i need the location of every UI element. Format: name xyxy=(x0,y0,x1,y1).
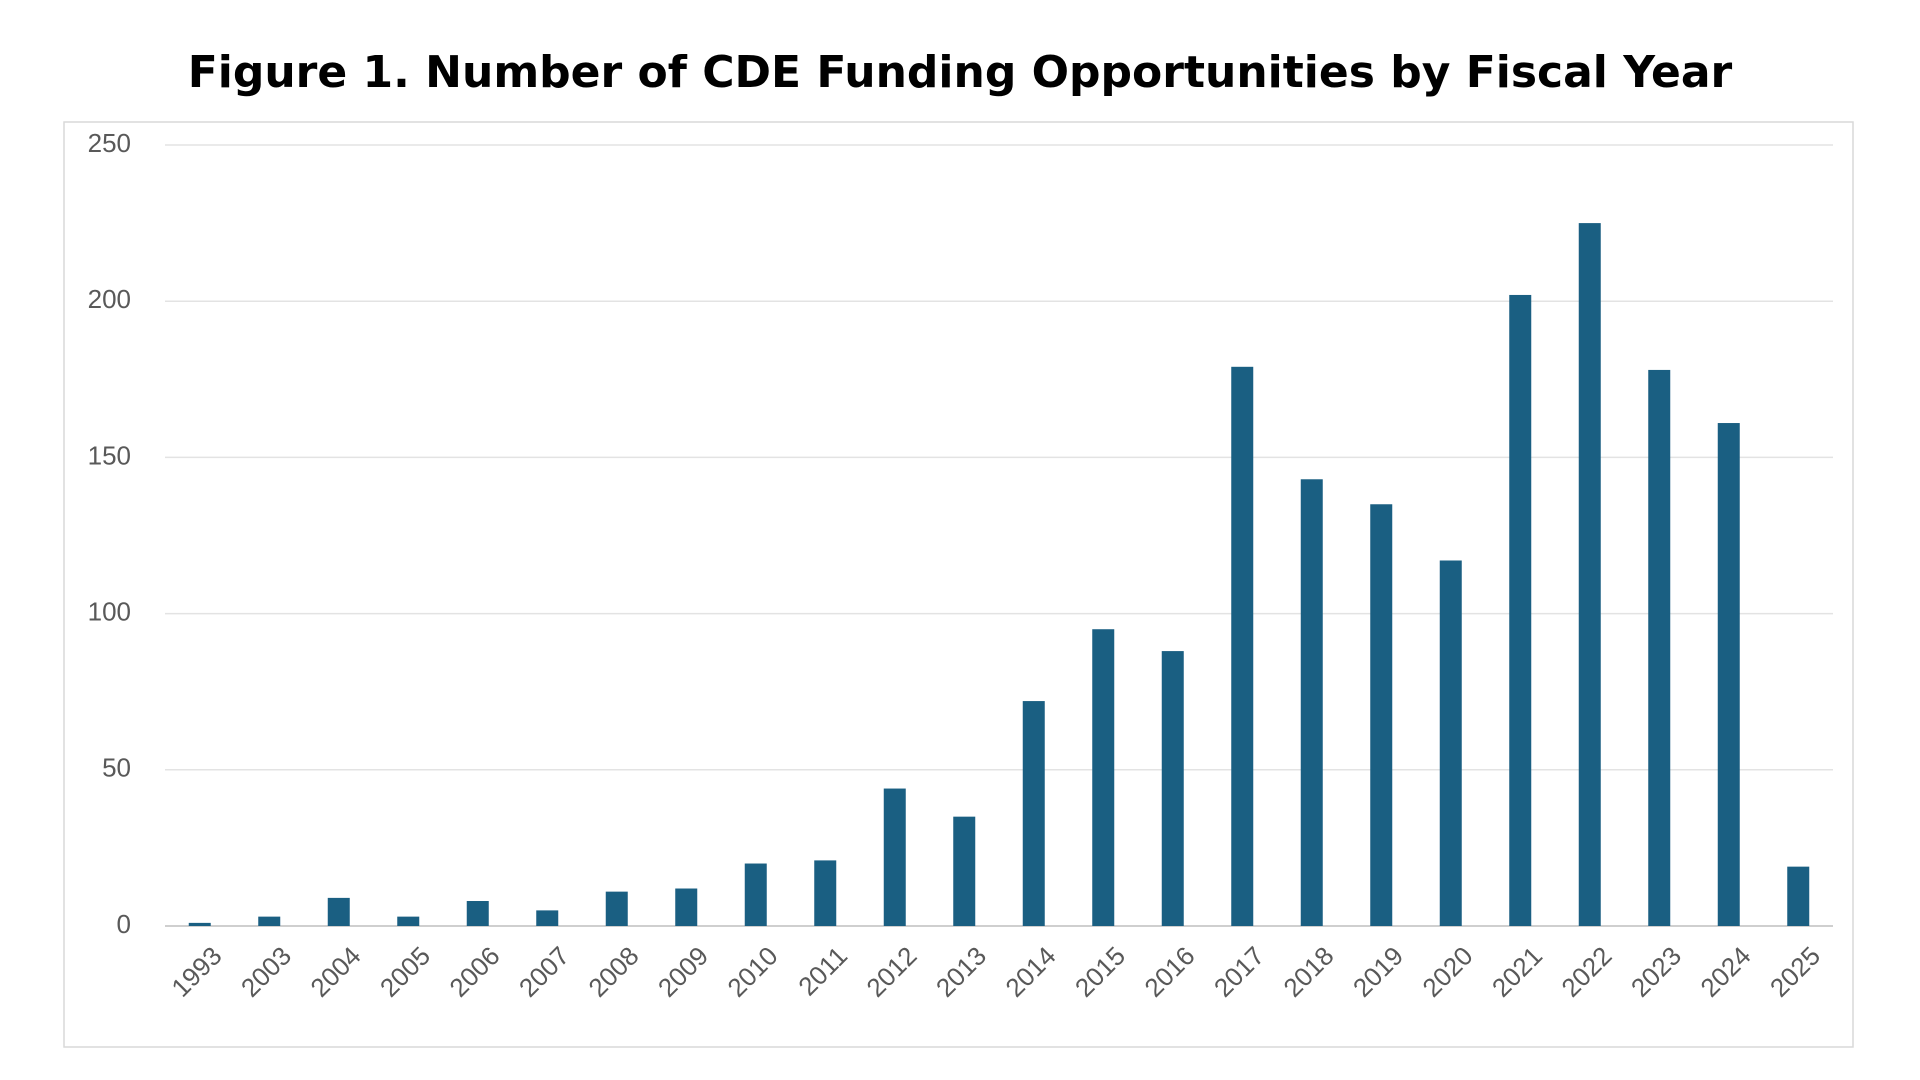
x-tick-label: 2006 xyxy=(443,941,505,1003)
x-tick-label: 2020 xyxy=(1416,941,1478,1003)
bar xyxy=(1370,504,1393,926)
x-tick-label: 2010 xyxy=(721,941,783,1003)
bar xyxy=(953,816,976,926)
bar xyxy=(1161,651,1184,926)
bar xyxy=(188,922,211,926)
chart-title: Figure 1. Number of CDE Funding Opportun… xyxy=(188,47,1733,98)
bar xyxy=(1787,866,1810,926)
bar xyxy=(258,916,281,926)
bar xyxy=(1578,223,1601,927)
x-tick-label: 2014 xyxy=(999,941,1061,1003)
bar xyxy=(327,897,350,926)
bar xyxy=(397,916,420,926)
bar xyxy=(1648,369,1671,927)
bar xyxy=(883,788,906,926)
y-tick-label: 100 xyxy=(88,596,131,626)
bar xyxy=(1231,366,1254,927)
x-tick-label: 2022 xyxy=(1555,941,1617,1003)
x-tick-label: 2011 xyxy=(792,941,853,1002)
bar xyxy=(1092,629,1115,926)
x-tick-label: 2025 xyxy=(1764,941,1826,1003)
x-tick-label: 2017 xyxy=(1208,941,1270,1003)
x-tick-label: 2007 xyxy=(513,941,575,1003)
bar xyxy=(1509,294,1532,926)
x-tick-label: 2008 xyxy=(582,941,644,1003)
bar xyxy=(1022,701,1045,926)
x-tick-label: 2004 xyxy=(304,941,366,1003)
bar xyxy=(1717,423,1740,926)
bar xyxy=(536,910,559,926)
x-tick-label: 2013 xyxy=(930,941,992,1003)
bar xyxy=(744,863,767,926)
y-tick-label: 50 xyxy=(102,753,131,783)
x-tick-label: 2023 xyxy=(1625,941,1687,1003)
x-tick-label: 1993 xyxy=(165,941,227,1003)
x-tick-label: 2009 xyxy=(652,941,714,1003)
x-tick-label: 2005 xyxy=(374,941,436,1003)
y-tick-label: 250 xyxy=(88,128,131,158)
x-tick-label: 2016 xyxy=(1138,941,1200,1003)
x-tick-label: 2012 xyxy=(860,941,922,1003)
x-tick-label: 2021 xyxy=(1486,941,1548,1003)
bar xyxy=(1300,479,1323,926)
y-tick-label: 150 xyxy=(88,440,131,470)
bar xyxy=(1439,560,1462,926)
y-tick-label: 200 xyxy=(88,284,131,314)
chart-frame xyxy=(63,121,1854,1048)
x-tick-label: 2018 xyxy=(1277,941,1339,1003)
bar xyxy=(605,891,628,926)
bar xyxy=(466,901,489,926)
bar xyxy=(814,860,837,926)
x-tick-label: 2024 xyxy=(1694,941,1756,1003)
bar xyxy=(675,888,698,926)
x-tick-label: 2015 xyxy=(1069,941,1131,1003)
y-tick-label: 0 xyxy=(117,909,131,939)
x-tick-label: 2019 xyxy=(1347,941,1409,1003)
x-tick-label: 2003 xyxy=(235,941,297,1003)
